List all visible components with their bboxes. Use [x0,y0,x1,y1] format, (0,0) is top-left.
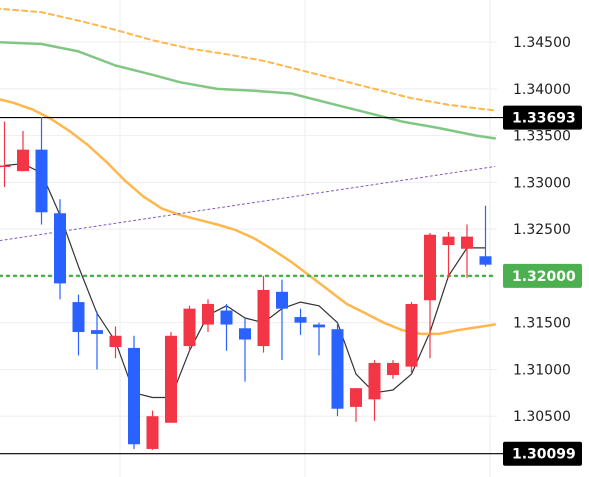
y-tick-label: 1.30500 [513,409,571,425]
candle-body [35,149,48,213]
candle-body [257,289,270,347]
candles [0,116,492,450]
moving-average-line [0,41,497,140]
price-badges: 1.33693 1.30099 1.32000 [503,105,582,466]
y-axis: 1.34500 1.34000 1.33500 1.33000 1.32500 1.315… [513,35,571,425]
moving-average-line [0,7,496,112]
candle-body [54,213,66,284]
candle-body [442,236,455,246]
price-badge-label: 1.32000 [512,269,576,285]
candle-body [461,236,473,249]
candle-body [276,291,288,309]
candle-body [405,303,418,367]
price-badge-label: 1.30099 [512,447,576,463]
candle-body [183,308,196,347]
price-level-lines [0,116,503,455]
candle-body [220,310,233,325]
candle-body [424,234,436,301]
candle-body [165,335,177,423]
price-badge [503,263,582,288]
candle-body [313,324,325,328]
candle-body [202,303,214,325]
candle-body [294,317,307,323]
grid-layer [0,0,497,477]
candle-body [17,149,29,172]
candle-body [387,362,399,376]
moving-average-line [0,98,497,336]
price-badge [503,441,582,466]
candle-body [0,165,11,168]
trend-line [0,166,496,242]
candle-body [331,329,344,409]
y-tick-label: 1.34500 [513,35,571,51]
y-tick-label: 1.31000 [513,362,571,378]
candle-body [350,388,362,407]
candle-body [479,256,492,265]
candle-body [109,335,122,347]
y-tick-label: 1.34000 [513,82,571,98]
candle-body [128,347,140,445]
y-tick-label: 1.33000 [513,175,571,191]
y-tick-label: 1.31500 [513,316,571,332]
y-tick-label: 1.32500 [513,222,571,238]
candle-body [72,302,85,333]
candle-body [368,362,381,400]
candle-body [146,416,159,449]
price-badge-label: 1.33693 [512,111,576,127]
candle-body [91,330,103,334]
price-badge [503,105,582,130]
y-tick-label: 1.33500 [513,129,571,145]
candle-body [239,328,251,340]
